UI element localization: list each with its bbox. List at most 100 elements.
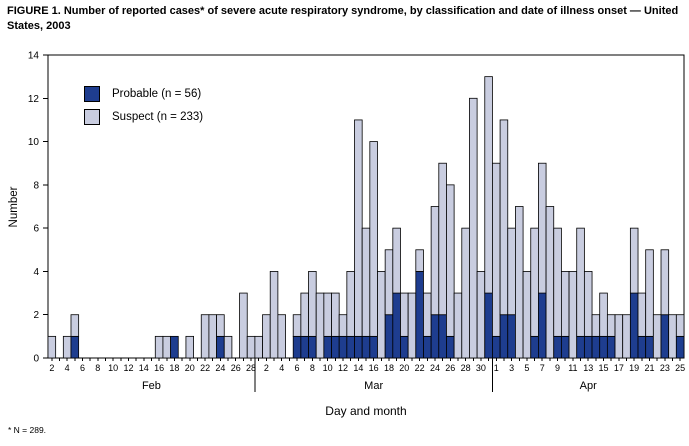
bar-suspect [675, 314, 685, 337]
bar-probable [446, 335, 455, 359]
day-tick-label: 5 [524, 363, 529, 373]
footnote: * N = 289. [8, 425, 47, 435]
bar-probable [369, 335, 378, 359]
bar-probable [530, 335, 539, 359]
day-tick-label: 13 [583, 363, 593, 373]
bar-suspect [469, 97, 478, 359]
bar-probable [560, 335, 570, 359]
bar-suspect [668, 314, 677, 359]
bar-probable [308, 335, 317, 359]
bar-suspect [384, 249, 394, 316]
bar-probable [331, 335, 340, 359]
bar-suspect [476, 271, 486, 359]
bar-suspect [599, 292, 608, 337]
bar-suspect [369, 141, 378, 337]
day-tick-label: 14 [139, 363, 149, 373]
day-tick-label: 10 [108, 363, 118, 373]
bar-probable [484, 292, 493, 359]
day-tick-label: 7 [540, 363, 545, 373]
bar-suspect [430, 206, 440, 316]
y-tick-label: 4 [33, 267, 39, 278]
bar-suspect [637, 292, 647, 337]
bar-suspect [484, 76, 493, 294]
day-tick-label: 23 [660, 363, 670, 373]
bar-suspect [377, 271, 386, 359]
suspect-swatch [84, 108, 100, 125]
bar-probable [70, 335, 80, 359]
bar-probable [637, 335, 647, 359]
bar-suspect [338, 314, 348, 337]
month-label: Mar [364, 380, 383, 392]
day-tick-label: 16 [369, 363, 379, 373]
month-label: Feb [142, 380, 161, 392]
bar-suspect [461, 227, 470, 359]
day-tick-label: 24 [430, 363, 440, 373]
y-tick-label: 8 [33, 180, 39, 191]
day-tick-label: 12 [338, 363, 348, 373]
day-tick-label: 6 [80, 363, 85, 373]
legend: Probable (n = 56) Suspect (n = 233) [84, 85, 204, 132]
day-tick-label: 24 [215, 363, 225, 373]
day-tick-label: 8 [310, 363, 315, 373]
bar-suspect [62, 335, 72, 359]
legend-item-suspect: Suspect (n = 233) [84, 108, 204, 125]
day-tick-label: 14 [353, 363, 363, 373]
day-tick-label: 19 [629, 363, 639, 373]
bar-suspect [522, 271, 532, 359]
bar-suspect [545, 206, 555, 359]
bar-probable [216, 335, 225, 359]
day-tick-label: 6 [295, 363, 300, 373]
y-tick-label: 2 [33, 310, 39, 321]
bar-suspect [660, 249, 670, 316]
bar-suspect [645, 249, 654, 337]
bar-suspect [216, 314, 225, 337]
bar-suspect [606, 314, 616, 337]
day-tick-label: 26 [445, 363, 455, 373]
y-tick-label: 6 [33, 224, 39, 235]
bar-probable [170, 335, 179, 359]
bar-probable [538, 292, 547, 359]
day-tick-label: 16 [154, 363, 164, 373]
y-tick-label: 0 [33, 354, 39, 365]
day-tick-label: 2 [264, 363, 269, 373]
bar-probable [323, 335, 332, 359]
bar-suspect [407, 292, 417, 359]
x-axis-title: Day and month [325, 404, 407, 418]
bar-suspect [315, 292, 325, 359]
bar-suspect [208, 314, 217, 359]
bar-suspect [538, 162, 547, 294]
day-tick-label: 10 [323, 363, 333, 373]
bar-suspect [223, 335, 233, 359]
figure-title: FIGURE 1. Number of reported cases* of s… [7, 5, 679, 33]
legend-label-suspect: Suspect (n = 233) [112, 110, 204, 123]
bar-suspect [553, 227, 562, 337]
bar-probable [507, 314, 516, 359]
bar-probable [645, 335, 654, 359]
bar-probable [583, 335, 593, 359]
bar-suspect [246, 335, 256, 359]
bar-suspect [162, 335, 172, 359]
bar-suspect [269, 271, 279, 359]
day-tick-label: 22 [415, 363, 425, 373]
bar-probable [599, 335, 608, 359]
bar-probable [499, 314, 509, 359]
bar-suspect [507, 227, 516, 316]
day-tick-label: 21 [645, 363, 655, 373]
bar-probable [354, 335, 363, 359]
bar-suspect [185, 335, 194, 359]
legend-item-probable: Probable (n = 56) [84, 85, 203, 102]
bar-suspect [415, 249, 424, 272]
bar-probable [606, 335, 616, 359]
day-tick-label: 30 [476, 363, 486, 373]
day-tick-label: 4 [65, 363, 70, 373]
bar-suspect [400, 292, 409, 337]
y-tick-label: 10 [28, 137, 40, 148]
day-tick-label: 18 [169, 363, 179, 373]
bar-suspect [331, 292, 340, 337]
bar-probable [400, 335, 409, 359]
day-tick-label: 11 [568, 363, 577, 373]
bar-suspect [308, 271, 317, 337]
bar-suspect [629, 227, 639, 294]
y-axis-title: Number [8, 186, 20, 228]
bar-suspect [354, 119, 363, 337]
